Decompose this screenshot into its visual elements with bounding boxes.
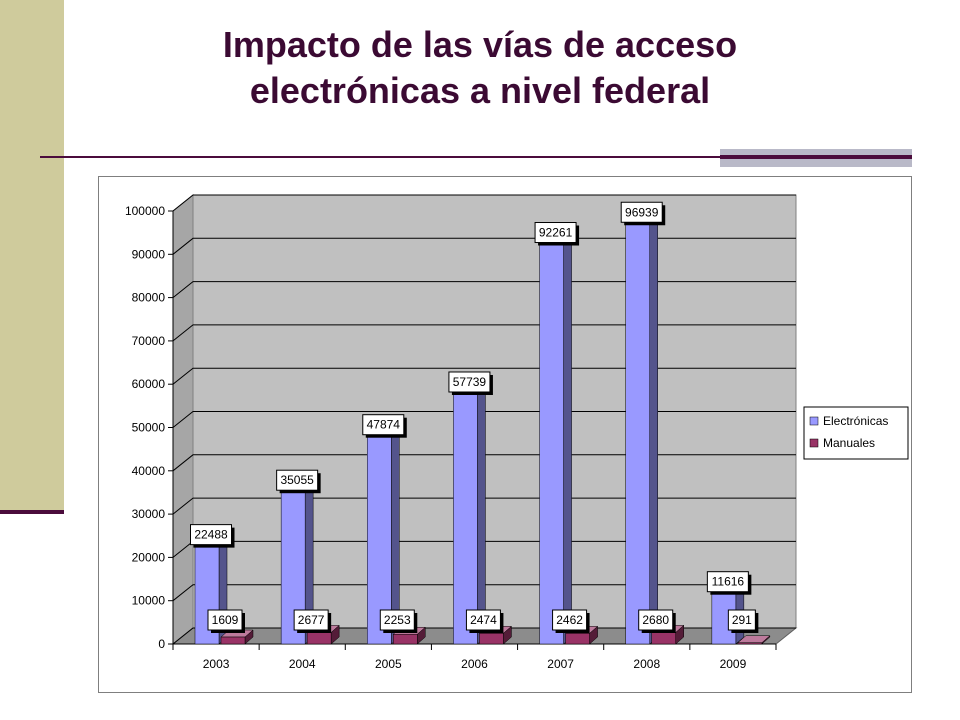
data-label-manuales: 2462	[556, 613, 583, 627]
bar-electronicas-side	[649, 216, 658, 645]
data-label-electronicas: 92261	[539, 226, 573, 240]
y-tick-label: 70000	[132, 334, 166, 348]
bar-electronicas-side	[563, 236, 572, 645]
gridline	[172, 454, 796, 472]
data-label-manuales: 2677	[298, 613, 325, 627]
bar-manuales	[306, 632, 332, 645]
bar-electronicas	[539, 244, 564, 645]
gridline	[172, 324, 796, 342]
y-tick-label: 30000	[132, 507, 166, 521]
data-label-manuales-box	[552, 609, 588, 631]
bar-manuales	[565, 633, 590, 645]
legend-box	[803, 406, 909, 460]
gridline	[172, 584, 796, 602]
gridline	[172, 281, 796, 298]
data-label-manuales-box	[293, 609, 329, 631]
data-label-electronicas-box	[362, 414, 405, 436]
data-label-manuales: 2253	[384, 613, 411, 627]
data-label-electronicas-box	[534, 222, 577, 244]
bar-manuales	[220, 636, 246, 645]
legend-label: Manuales	[823, 436, 875, 450]
x-tick-label: 2005	[375, 657, 402, 671]
data-label-manuales-box	[207, 609, 243, 631]
y-tick-label: 90000	[132, 247, 166, 261]
data-label-electronicas: 11616	[712, 575, 745, 589]
data-label-manuales: 291	[732, 613, 752, 627]
y-tick-label: 40000	[132, 464, 166, 478]
data-label-electronicas: 47874	[367, 418, 401, 432]
divider-accent-line	[720, 155, 912, 159]
y-tick-label: 10000	[132, 594, 166, 608]
data-label-electronicas-box	[620, 201, 663, 223]
x-tick-label: 2004	[289, 657, 316, 671]
data-label-electronicas-box	[276, 469, 319, 491]
data-label-electronicas-box	[706, 571, 749, 593]
bar-electronicas-side	[477, 386, 486, 645]
slide-title-line-2: electrónicas a nivel federal	[249, 70, 711, 111]
title-divider	[40, 156, 910, 158]
y-tick-label: 20000	[132, 550, 166, 564]
data-label-manuales: 2474	[470, 613, 497, 627]
bar-electronicas	[453, 393, 478, 645]
data-label-manuales: 1609	[212, 613, 239, 627]
data-label-manuales: 2680	[642, 613, 669, 627]
data-label-manuales-box	[727, 609, 756, 631]
chart-area: 0 10000 20000 30000 40000 50000 60000 70000 8000…	[98, 176, 912, 693]
x-tick-label: 2009	[720, 657, 747, 671]
gridline	[172, 411, 796, 428]
left-accent-band	[0, 0, 64, 510]
data-label-electronicas: 35055	[280, 473, 314, 487]
y-tick-label: 50000	[132, 421, 166, 435]
gridline	[172, 497, 796, 515]
legend-swatch	[809, 416, 819, 426]
bar-electronicas	[625, 224, 650, 645]
left-accent-line	[0, 510, 64, 514]
bar-chart: 0 10000 20000 30000 40000 50000 60000 70000 8000…	[125, 193, 909, 671]
data-label-electronicas-box	[448, 371, 491, 393]
data-label-electronicas: 22488	[194, 528, 228, 542]
bar-manuales	[479, 633, 504, 645]
bar-manuales	[651, 632, 676, 645]
gridline	[172, 194, 796, 212]
y-tick-label: 100000	[125, 204, 165, 218]
x-tick-label: 2007	[547, 657, 574, 671]
legend-swatch	[809, 438, 819, 448]
bar-manuales	[393, 633, 418, 645]
data-label-manuales-box	[465, 609, 501, 631]
slide-title-line-1: Impacto de las vías de acceso	[222, 24, 738, 65]
legend-label: Electrónicas	[823, 414, 888, 428]
data-label-manuales-box	[638, 609, 674, 631]
gridline	[172, 367, 796, 385]
slide-title: Impacto de las vías de acceso electrónic…	[100, 22, 860, 114]
data-label-manuales-box	[379, 609, 415, 631]
y-tick-label: 0	[158, 637, 165, 651]
x-tick-label: 2003	[203, 657, 230, 671]
data-label-electronicas: 57739	[453, 375, 487, 389]
y-tick-label: 80000	[132, 291, 166, 305]
y-tick-label: 60000	[132, 377, 166, 391]
x-tick-label: 2006	[461, 657, 488, 671]
x-tick-label: 2008	[633, 657, 660, 671]
gridline	[172, 237, 796, 255]
bar-manuales	[737, 642, 763, 645]
data-label-electronicas: 96939	[625, 205, 659, 219]
data-label-electronicas-box	[190, 524, 232, 546]
